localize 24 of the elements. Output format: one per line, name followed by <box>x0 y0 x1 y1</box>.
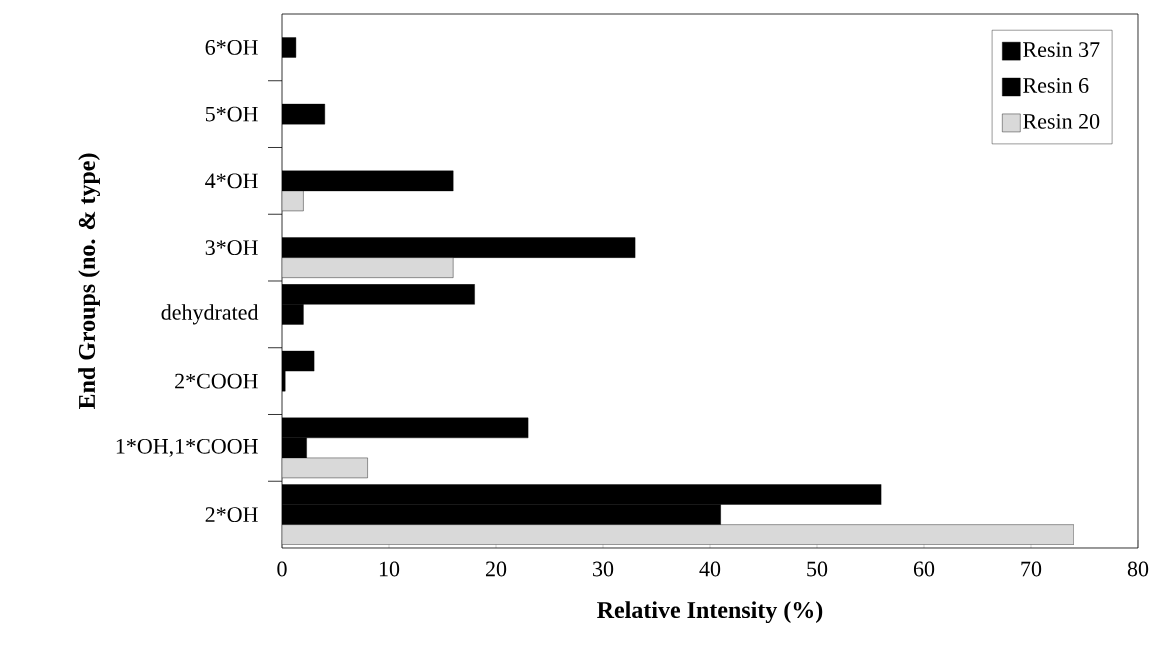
legend-label: Resin 20 <box>1023 113 1100 129</box>
y-tick-label: dehydrated <box>161 304 259 325</box>
x-tick-label: 0 <box>277 561 287 577</box>
x-axis-title: Relative Intensity (%) <box>597 601 823 624</box>
x-tick-label: 70 <box>1021 561 1042 577</box>
x-tick-label: 40 <box>699 561 721 577</box>
legend-label: Resin 6 <box>1023 78 1089 93</box>
x-tick-label: 80 <box>1127 561 1149 577</box>
y-tick-label: 2*COOH <box>175 373 258 389</box>
x-tick-label: 20 <box>485 561 507 577</box>
y-tick-label: 2*OH <box>205 507 258 523</box>
y-tick-label: 6*OH <box>205 39 258 55</box>
x-tick-label: 50 <box>807 561 828 577</box>
x-tick-label: 10 <box>379 561 400 577</box>
bar <box>282 257 454 278</box>
y-axis-title: End Groups (no. & type) <box>78 153 100 410</box>
x-tick-label: 60 <box>913 561 935 577</box>
x-tick-label: 30 <box>593 561 614 577</box>
y-tick-label: 4*OH <box>205 173 258 189</box>
legend-label: Resin 37 <box>1023 42 1100 58</box>
y-tick-label: 3*OH <box>205 240 258 256</box>
bar <box>282 524 1074 545</box>
y-tick-label: 1*OH,1*COOH <box>116 438 258 457</box>
y-tick-label: 5*OH <box>205 106 258 122</box>
